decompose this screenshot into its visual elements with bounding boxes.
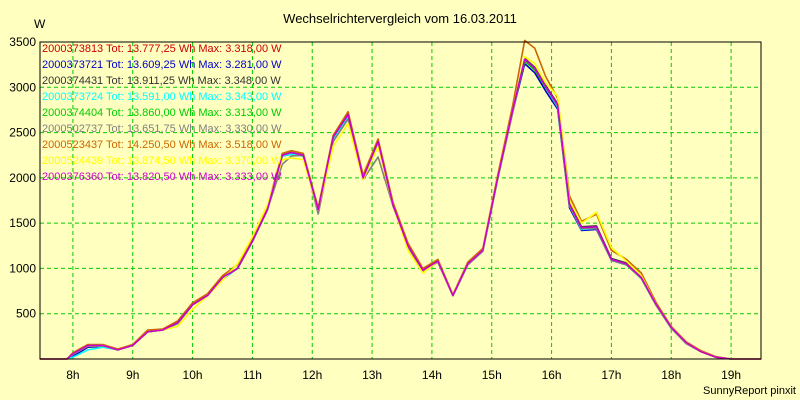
series-line-2000524439 xyxy=(40,55,761,360)
plot-frame xyxy=(39,41,762,360)
y-tick-label: 2000 xyxy=(9,171,36,185)
y-tick-label: 3000 xyxy=(9,80,36,94)
x-tick-label: 17h xyxy=(601,368,621,382)
y-tick-label: 1000 xyxy=(9,261,36,275)
x-tick-label: 8h xyxy=(66,368,79,382)
legend-entry: 2000524439 Tot: 13.874,50 Wh Max: 3.370,… xyxy=(42,155,282,167)
x-tick-label: 16h xyxy=(542,368,562,382)
legend-entry: 2000374404 Tot: 13.860,00 Wh Max: 3.313,… xyxy=(42,107,282,119)
legend-entry: 2000376360 Tot: 13.820,50 Wh Max: 3.333,… xyxy=(42,171,282,183)
x-tick-label: 15h xyxy=(482,368,502,382)
series-lines xyxy=(40,39,761,360)
legend-entry: 2000502737 Tot: 13.651,75 Wh Max: 3.330,… xyxy=(42,123,282,135)
x-tick-label: 11h xyxy=(243,368,262,382)
chart-title: Wechselrichtervergleich vom 16.03.2011 xyxy=(283,11,517,26)
legend-entry: 2000373724 Tot: 13.591,00 Wh Max: 3.343,… xyxy=(42,91,282,103)
series-line-2000523437 xyxy=(40,39,761,360)
x-tick-label: 12h xyxy=(302,368,322,382)
series-line-2000376360 xyxy=(40,58,761,360)
legend-entry: 2000373813 Tot: 13.777,25 Wh Max: 3.318,… xyxy=(42,43,282,55)
y-tick-label: 500 xyxy=(16,307,36,321)
y-tick-labels: 500 1000 1500 2000 2500 3000 3500 xyxy=(9,35,36,321)
x-tick-label: 19h xyxy=(721,368,741,382)
legend: 2000373813 Tot: 13.777,25 Wh Max: 3.318,… xyxy=(42,43,282,183)
y-tick-label: 1500 xyxy=(9,216,36,230)
credit-text: SunnyReport pinxit xyxy=(703,385,796,397)
x-tick-label: 14h xyxy=(422,368,442,382)
y-tick-label: 2500 xyxy=(9,126,36,140)
x-tick-labels: 8h 9h 10h 11h 12h 13h 14h 15h 16h 17h 18h 19h xyxy=(66,368,741,382)
legend-entry: 2000374431 Tot: 13.911,25 Wh Max: 3.348,… xyxy=(42,75,281,87)
legend-entry: 2000523437 Tot: 14.250,50 Wh Max: 3.518,… xyxy=(42,139,282,151)
x-tick-label: 10h xyxy=(183,368,203,382)
plot-background xyxy=(40,42,761,359)
legend-entry: 2000373721 Tot: 13.609,25 Wh Max: 3.281,… xyxy=(42,59,282,71)
x-tick-label: 13h xyxy=(362,368,382,382)
x-tick-label: 18h xyxy=(661,368,681,382)
x-tick-label: 9h xyxy=(126,368,139,382)
y-axis-unit: W xyxy=(34,17,46,31)
y-tick-label: 3500 xyxy=(9,35,36,49)
